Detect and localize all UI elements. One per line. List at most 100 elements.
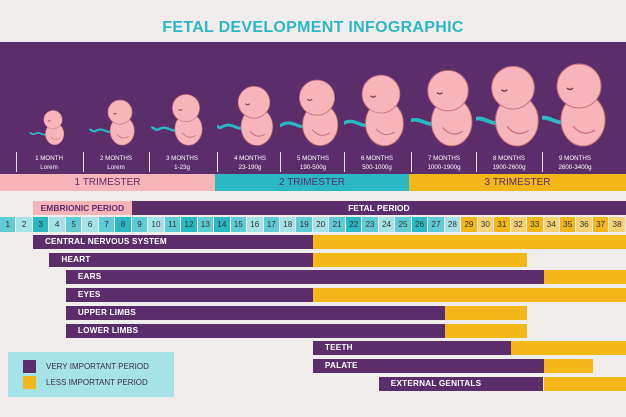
stage-weight-label: Lorem (107, 164, 125, 171)
week-cell: 35 (559, 217, 576, 232)
week-cell: 13 (197, 217, 214, 232)
week-cell: 12 (181, 217, 197, 232)
week-cell: 25 (395, 217, 411, 232)
week-cell: 20 (312, 217, 329, 232)
organ-label: UPPER LIMBS (77, 307, 137, 317)
organ-label: EXTERNAL GENITALS (390, 378, 482, 388)
week-cell: 31 (494, 217, 510, 232)
stage-label: 5 MONTHS 190-500g (280, 154, 346, 172)
week-cell: 26 (411, 217, 428, 232)
week-cell: 1 (0, 217, 16, 232)
stage-month-label: 2 MONTHS (100, 155, 132, 162)
organ-very-important-bar (32, 235, 313, 249)
stage-label: 6 MONTHS 500-1000g (344, 154, 410, 172)
week-cell: 30 (477, 217, 494, 232)
stage-divider (344, 152, 345, 172)
organ-label: LOWER LIMBS (77, 325, 139, 335)
week-cell: 2 (16, 217, 32, 232)
embryonic-period-bar: EMBRIONIC PERIOD (33, 201, 132, 215)
stage-month-3: 3 MONTHS 1-23g (149, 50, 215, 174)
week-cell: 32 (510, 217, 527, 232)
stage-month-9: 9 MONTHS 2600-3400g (542, 50, 608, 174)
stage-divider (83, 152, 84, 172)
weeks-row: 1 2 3 4 5 6 7 8 9 10 11 12 13 14 15 16 17 18 19 20 21 22 23 24 2… (0, 217, 626, 232)
stage-label: 7 MONTHS 1000-1900g (411, 154, 477, 172)
fetus-illustration (344, 74, 404, 147)
stage-weight-label: 1900-2600g (492, 164, 526, 171)
week-cell: 29 (461, 217, 477, 232)
stage-weight-label: 190-500g (299, 164, 327, 171)
stage-month-7: 7 MONTHS 1000-1900g (411, 50, 477, 174)
organ-very-important-bar (65, 323, 445, 338)
organ-label: TEETH (324, 343, 353, 353)
stage-label: 2 MONTHS Lorem (83, 154, 149, 172)
week-cell: 23 (362, 217, 378, 232)
stage-weight-label: 1-23g (174, 164, 190, 171)
week-cell: 37 (592, 217, 609, 232)
week-cell: 5 (65, 217, 82, 232)
stage-label: 8 MONTHS 1900-2600g (476, 154, 542, 172)
stage-label: 1 MONTH Lorem (16, 154, 82, 172)
trimester-3: 3 TRIMESTER (409, 174, 626, 191)
fetus-illustration (280, 79, 339, 146)
organ-less-important-bar (510, 341, 626, 356)
week-cell: 11 (164, 217, 181, 232)
organ-less-important-bar (543, 270, 626, 285)
organ-very-important-bar (312, 341, 511, 356)
fetus-illustration (150, 94, 203, 146)
week-cell: 28 (444, 217, 461, 232)
stage-month-label: 3 MONTHS (166, 155, 198, 162)
stage-label: 3 MONTHS 1-23g (149, 154, 215, 172)
fetal-period-bar: FETAL PERIOD (131, 201, 626, 215)
organ-very-important-bar (378, 376, 544, 391)
fetus-illustration (476, 65, 539, 147)
week-cell: 19 (296, 217, 312, 232)
week-cell: 17 (263, 217, 279, 232)
week-cell: 38 (609, 217, 625, 232)
organ-less-important-bar (444, 323, 528, 338)
trimester-2: 2 TRIMESTER (215, 174, 409, 191)
week-cell: 9 (131, 217, 148, 232)
stage-weight-label: 500-1000g (362, 164, 392, 171)
legend-less-swatch (23, 376, 36, 389)
stage-month-2: 2 MONTHS Lorem (83, 50, 149, 174)
organ-less-important-bar (543, 358, 593, 373)
stage-weight-label: 2600-3400g (558, 164, 592, 171)
week-cell: 14 (214, 217, 230, 232)
organ-less-important-bar (312, 252, 528, 267)
organ-label: CENTRAL NERVOUS SYSTEM (44, 237, 167, 246)
organ-less-important-bar (312, 288, 626, 303)
stage-divider (217, 152, 218, 172)
fetus-illustration (29, 110, 65, 146)
organ-very-important-bar (65, 288, 313, 303)
fetus-illustration (217, 86, 274, 146)
stage-month-6: 6 MONTHS 500-1000g (344, 50, 410, 174)
stage-label: 4 MONTHS 23-190g (217, 154, 283, 172)
week-cell: 16 (247, 217, 263, 232)
stage-month-label: 6 MONTHS (361, 155, 393, 162)
week-cell: 10 (148, 217, 164, 232)
stage-weight-label: Lorem (40, 164, 58, 171)
stage-divider (476, 152, 477, 172)
stage-month-4: 4 MONTHS 23-190g (217, 50, 283, 174)
organ-very-important-bar (312, 358, 544, 373)
stage-month-label: 7 MONTHS (428, 155, 460, 162)
stage-month-5: 5 MONTHS 190-500g (280, 50, 346, 174)
page-title: FETAL DEVELOPMENT INFOGRAPHIC (162, 19, 464, 36)
legend-less-label: LESS IMPORTANT PERIOD (46, 378, 148, 387)
stage-month-label: 4 MONTHS (234, 155, 266, 162)
stage-weight-label: 1000-1900g (427, 164, 461, 171)
fetus-illustration (88, 99, 135, 146)
stage-month-8: 8 MONTHS 1900-2600g (476, 50, 542, 174)
organ-very-important-bar (65, 270, 544, 285)
week-cell: 22 (345, 217, 362, 232)
organ-less-important-bar (543, 376, 626, 391)
fetus-illustration (411, 69, 473, 147)
week-cell: 34 (543, 217, 559, 232)
fetus-illustration (542, 63, 606, 147)
stage-label: 9 MONTHS 2600-3400g (542, 154, 608, 172)
week-cell: 18 (279, 217, 296, 232)
organ-less-important-bar (312, 235, 626, 249)
week-cell: 15 (230, 217, 247, 232)
